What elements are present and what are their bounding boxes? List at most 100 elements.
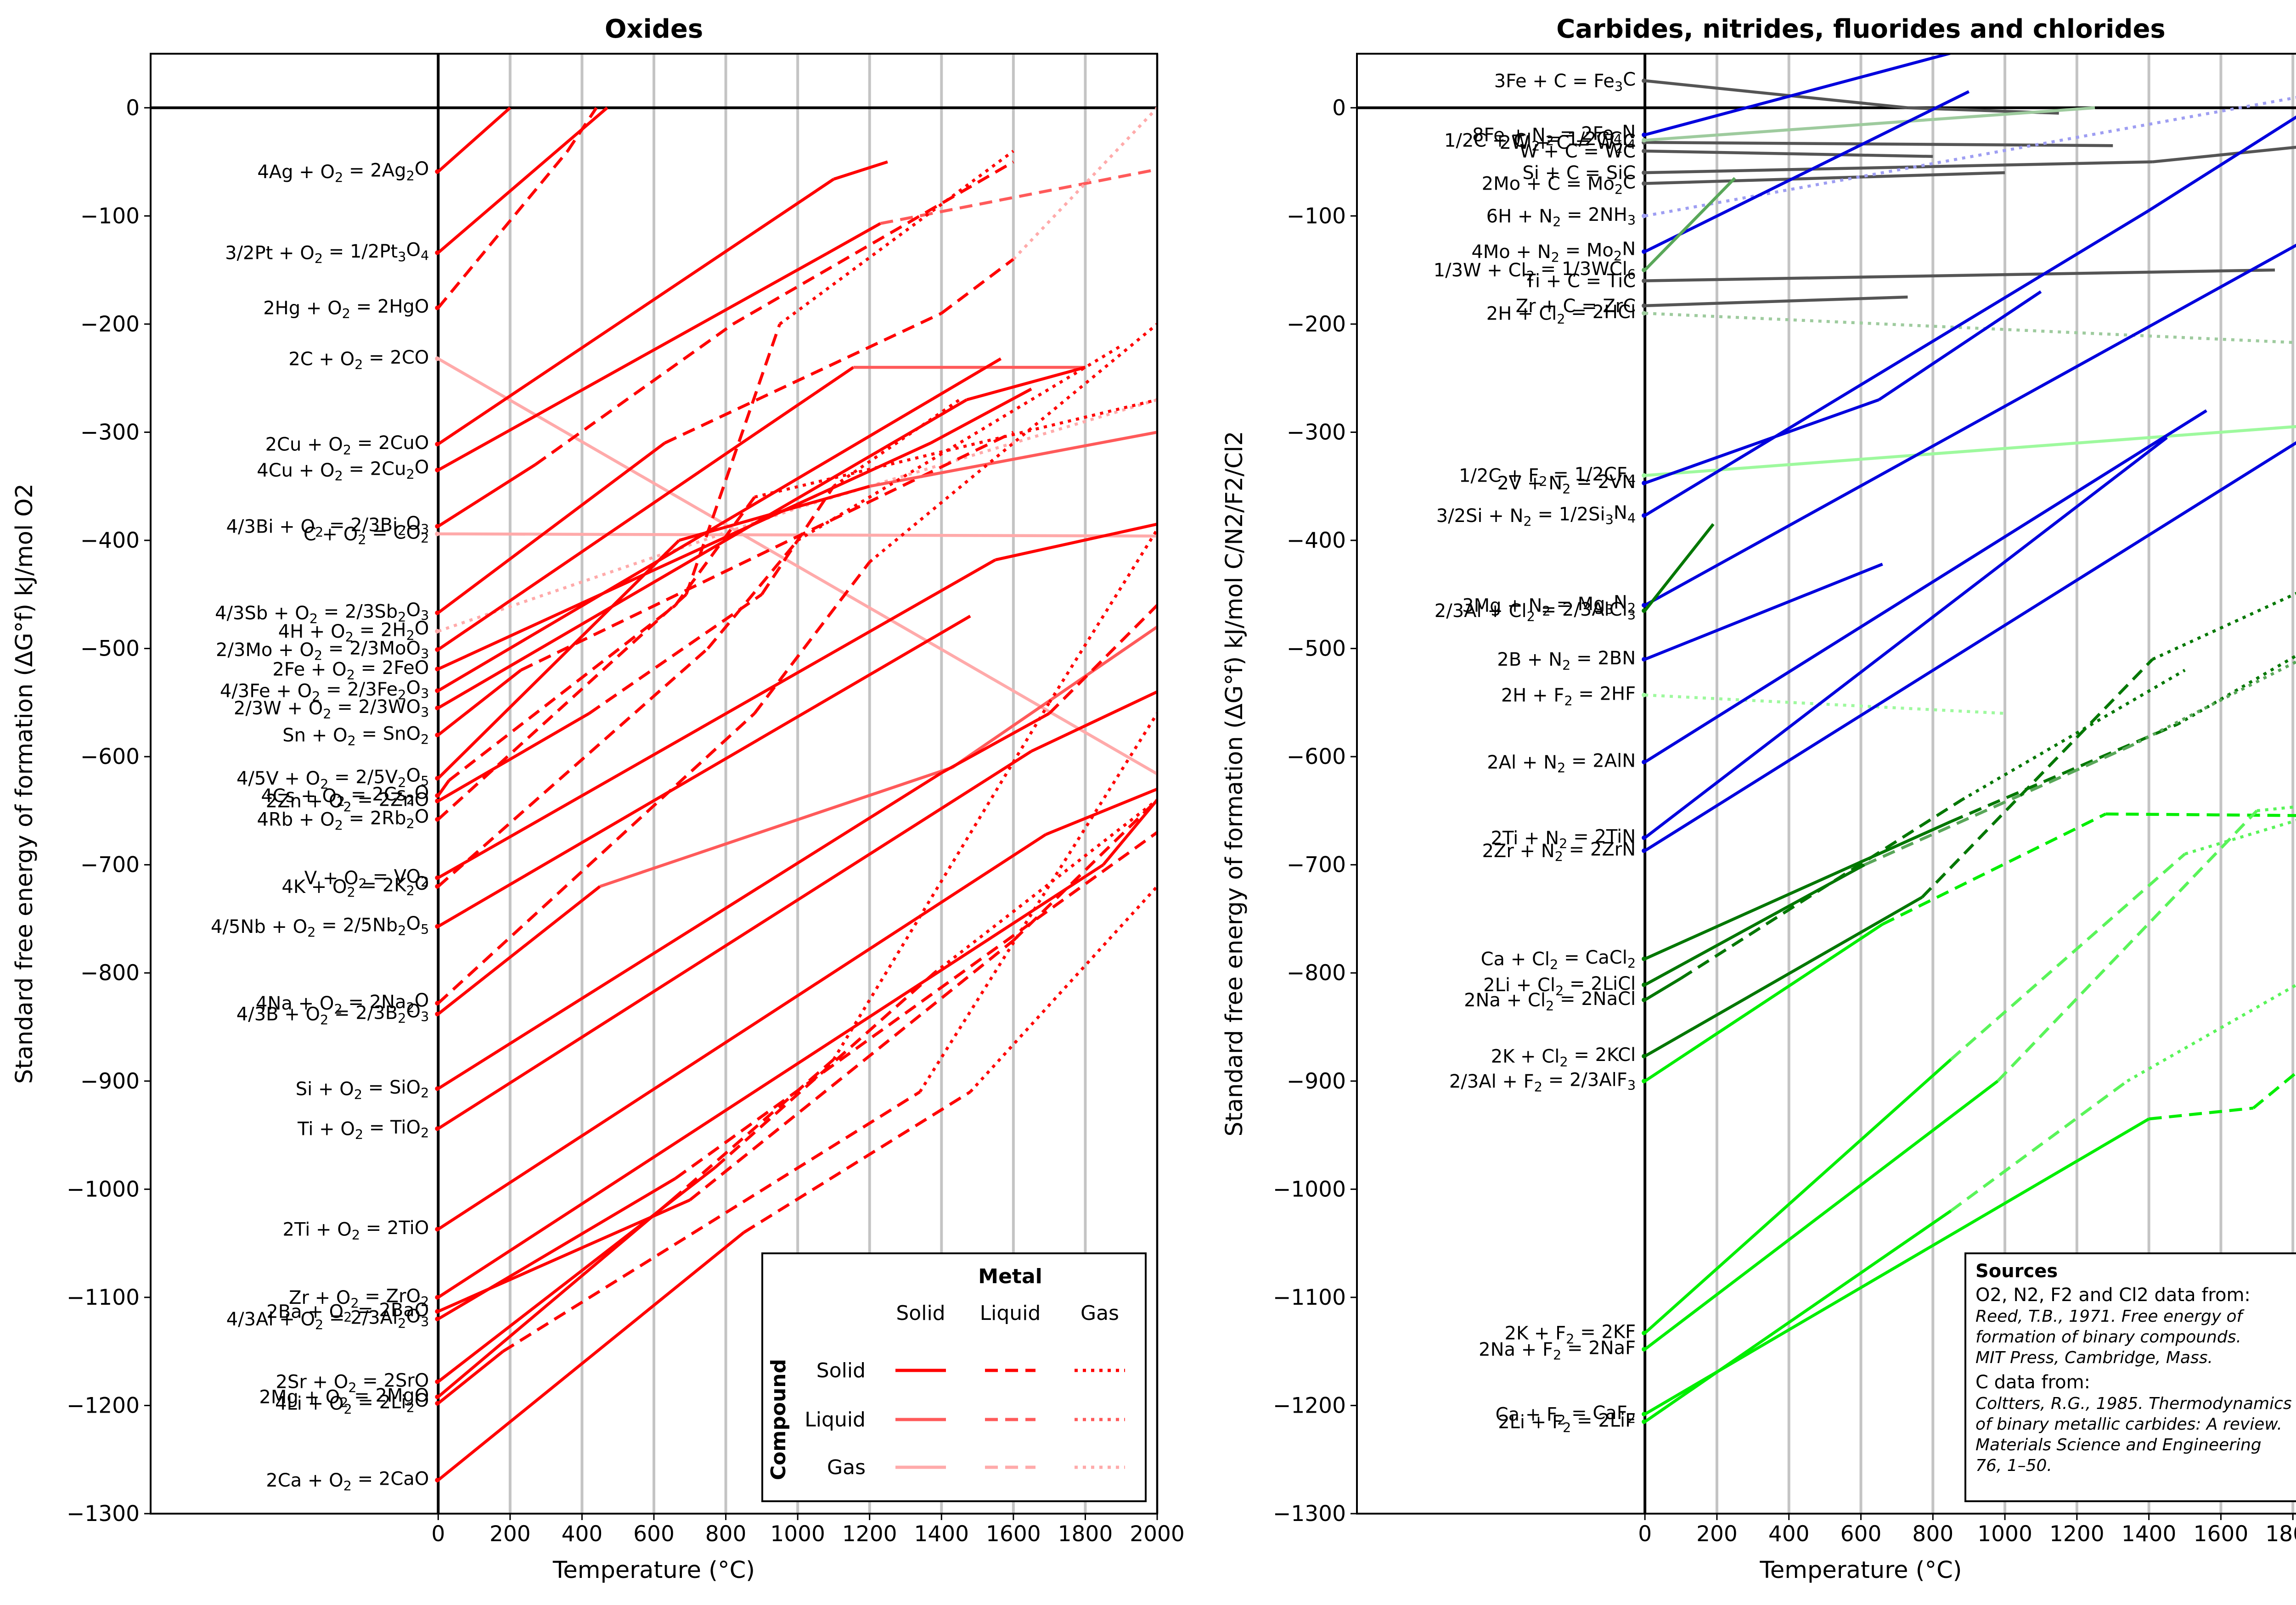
- label-4-5v-o2-2-5v2o5: 4/5V + O2​ = 2/5V2​O5​: [236, 765, 429, 792]
- legend-col-liquid: Liquid: [980, 1302, 1041, 1325]
- y-tick-label: −700: [1287, 853, 1346, 878]
- y-tick-label: −1200: [67, 1393, 140, 1418]
- legend-col-gas: Gas: [1080, 1302, 1119, 1325]
- line-4-5v-o2-2-5v2o5: [869, 431, 1157, 488]
- x-tick-label: 1400: [914, 1521, 969, 1547]
- panel-1: 4Ag + O2​ = 2Ag2​O 3/2Pt + O2​ = 1/2Pt3​O…: [11, 14, 1185, 1584]
- line-4-3sb-o2-2-3sb2o3: [437, 442, 666, 614]
- label-ti-o2-tio2: Ti + O2​ = TiO2​: [297, 1117, 429, 1142]
- line-2-3al-f2-2-3alf3: [2105, 812, 2296, 817]
- line-4-3bi-o2-2-3bi2o3: [437, 463, 536, 528]
- label-4k-o2-2k2o: 4K + O2​ = 2K2​O: [281, 873, 429, 900]
- start-dot-2h-cl2-2hcl: [1642, 311, 1647, 316]
- x-tick-label: 200: [1696, 1521, 1738, 1547]
- line-2mg-o2-2mgo: [832, 701, 1051, 1061]
- line-2mg-o2-2mgo: [1048, 528, 1157, 704]
- start-dot-4ag-o2-2ag2o: [435, 169, 440, 174]
- y-tick-label: −1100: [67, 1285, 140, 1310]
- start-dot-3-2si-n2-1-2si3n4: [1642, 513, 1647, 518]
- line-2-3al-f2-2-3alf3: [1882, 813, 2107, 926]
- y-tick-label: −200: [80, 312, 140, 337]
- x-axis-label: Temperature (°C): [552, 1557, 755, 1584]
- line-4-3sb-o2-2-3sb2o3: [940, 258, 1014, 314]
- start-dot-2zn-o2-2zno: [435, 798, 440, 803]
- label-4cu-o2-2cu2o: 4Cu + O2​ = 2Cu2​O: [257, 457, 429, 483]
- start-dot-2li-cl2-2licl: [1642, 982, 1647, 988]
- y-tick-label: −1300: [1273, 1501, 1346, 1526]
- line-4-3bi-o2-2-3bi2o3: [732, 160, 1014, 325]
- line-3mg-n2-mg3n2: [1644, 243, 2296, 607]
- sources-line2: C data from:: [1975, 1372, 2090, 1393]
- start-dot-4-5nb-o2-2-5nb2o5: [435, 924, 440, 929]
- line-4rb-o2-2rb2o: [779, 150, 1014, 325]
- line-2-3mo-o2-2-3moo3: [725, 366, 855, 455]
- line-3-2si-n2-1-2si3n4: [1644, 209, 2150, 517]
- start-dot-2zr-n2-2zrn: [1642, 848, 1647, 853]
- line-2al-n2-2aln: [1644, 409, 2207, 763]
- start-dot-1-2c-cl2-1-2ccl4: [1642, 138, 1647, 143]
- label-c-o2-co2: C + O2​ = CO2​: [304, 522, 429, 548]
- label-si-o2-sio2: Si + O2​ = SiO2​: [296, 1077, 429, 1102]
- start-dot-4cu-o2-2cu2o: [435, 467, 440, 472]
- label-2fe-o2-2feo: 2Fe + O2​ = 2FeO: [272, 657, 429, 683]
- start-dot-2k-f2-2kf: [1642, 1330, 1647, 1336]
- line-4-3fe-o2-2-3fe2o3: [437, 357, 1002, 692]
- start-dot-2-3w-o2-2-3wo3: [435, 706, 440, 711]
- sources-ref2-line: of binary metallic carbides: A review.: [1975, 1415, 2282, 1434]
- y-tick-label: −500: [80, 636, 140, 662]
- start-dot-v-o2-vo2: [435, 875, 440, 880]
- line-4cu-o2-2cu2o: [437, 252, 827, 471]
- x-tick-label: 800: [1912, 1521, 1953, 1547]
- line-sn-o2-sno2: [520, 431, 1014, 672]
- start-dot-2al-n2-2aln: [1642, 759, 1647, 764]
- line-v-o2-vo2: [437, 558, 996, 879]
- start-dot-4li-o2-2li2o: [435, 1401, 440, 1406]
- label-4-3bi-o2-2-3bi2o3: 4/3Bi + O2​ = 2/3Bi2​O3​: [226, 513, 429, 540]
- legend-row-gas: Gas: [827, 1456, 866, 1479]
- line-2-3mo-o2-2-3moo3: [437, 452, 727, 651]
- line-2k-cl2-2kcl: [1921, 658, 2154, 898]
- x-tick-label: 1400: [2122, 1521, 2177, 1547]
- line-si-o2-sio2: [1048, 604, 1157, 715]
- line-2ca-o2-2cao: [743, 1090, 971, 1234]
- line-2fe-o2-2feo: [437, 442, 932, 671]
- line-2na-f2-2naf: [1644, 1080, 1999, 1351]
- line-2cu-o2-2cuo: [833, 160, 888, 181]
- line-2na-f2-2naf: [2257, 805, 2296, 813]
- line-2k-f2-2kf: [1643, 1058, 1952, 1335]
- label-2-3al-cl2-2-3alcl3: 2/3Al + Cl2​ = 2/3AlCl3​: [1435, 599, 1636, 624]
- start-dot-2k-cl2-2kcl: [1642, 1054, 1647, 1059]
- y-tick-label: −900: [1287, 1069, 1346, 1094]
- start-dot-w-c-wc: [1642, 149, 1647, 153]
- x-tick-label: 2000: [1130, 1521, 1185, 1547]
- label-2na-cl2-2nacl: 2Na + Cl2​ = 2NaCl: [1464, 988, 1636, 1014]
- line-4-3b-o2-2-3b2o3: [437, 885, 601, 1016]
- label-2ti-o2-2tio: 2Ti + O2​ = 2TiO: [283, 1218, 429, 1243]
- start-dot-2mo-c-mo2c: [1642, 181, 1647, 186]
- label-2k-f2-2kf: 2K + F2​ = 2KF: [1505, 1321, 1636, 1347]
- sources-ref2-line: 76, 1–50.: [1975, 1456, 2052, 1475]
- label-4-3fe-o2-2-3fe2o3: 4/3Fe + O2​ = 2/3Fe2​O3​: [220, 678, 429, 704]
- label-2-3al-f2-2-3alf3: 2/3Al + F2​ = 2/3AlF3​: [1449, 1069, 1636, 1094]
- line-1-2c-f2-1-2cf4: [1644, 425, 2296, 477]
- start-dot-zr-c-zrc: [1642, 303, 1647, 308]
- start-dot-3-2pt-o2-1-2pt3o4: [435, 250, 440, 255]
- sources-ref2-line: Materials Science and Engineering: [1975, 1436, 2262, 1454]
- line-2hg-o2-2hgo: [566, 107, 598, 152]
- start-dot-sn-o2-sno2: [435, 733, 440, 737]
- label-3-2si-n2-1-2si3n4: 3/2Si + N2​ = 1/2Si3​N4​: [1436, 502, 1636, 529]
- line-2zr-n2-2zrn: [1644, 441, 2296, 852]
- y-tick-label: −600: [80, 744, 140, 769]
- x-tick-label: 0: [431, 1521, 445, 1547]
- line-2k-cl2-2kcl: [1644, 896, 1923, 1058]
- label-2al-n2-2aln: 2Al + N2​ = 2AlN: [1487, 751, 1636, 776]
- start-dot-4na-o2-2na2o: [435, 1001, 440, 1006]
- y-axis-label: Standard free energy of formation (ΔG°f)…: [11, 483, 38, 1084]
- y-tick-label: −100: [80, 203, 140, 229]
- start-dot-2ca-o2-2cao: [435, 1477, 440, 1482]
- line-2b-n2-2bn: [1644, 562, 1883, 661]
- x-tick-label: 1600: [986, 1521, 1041, 1547]
- line-ca-cl2-cacl2: [1644, 820, 1952, 960]
- x-tick-label: 600: [633, 1521, 675, 1547]
